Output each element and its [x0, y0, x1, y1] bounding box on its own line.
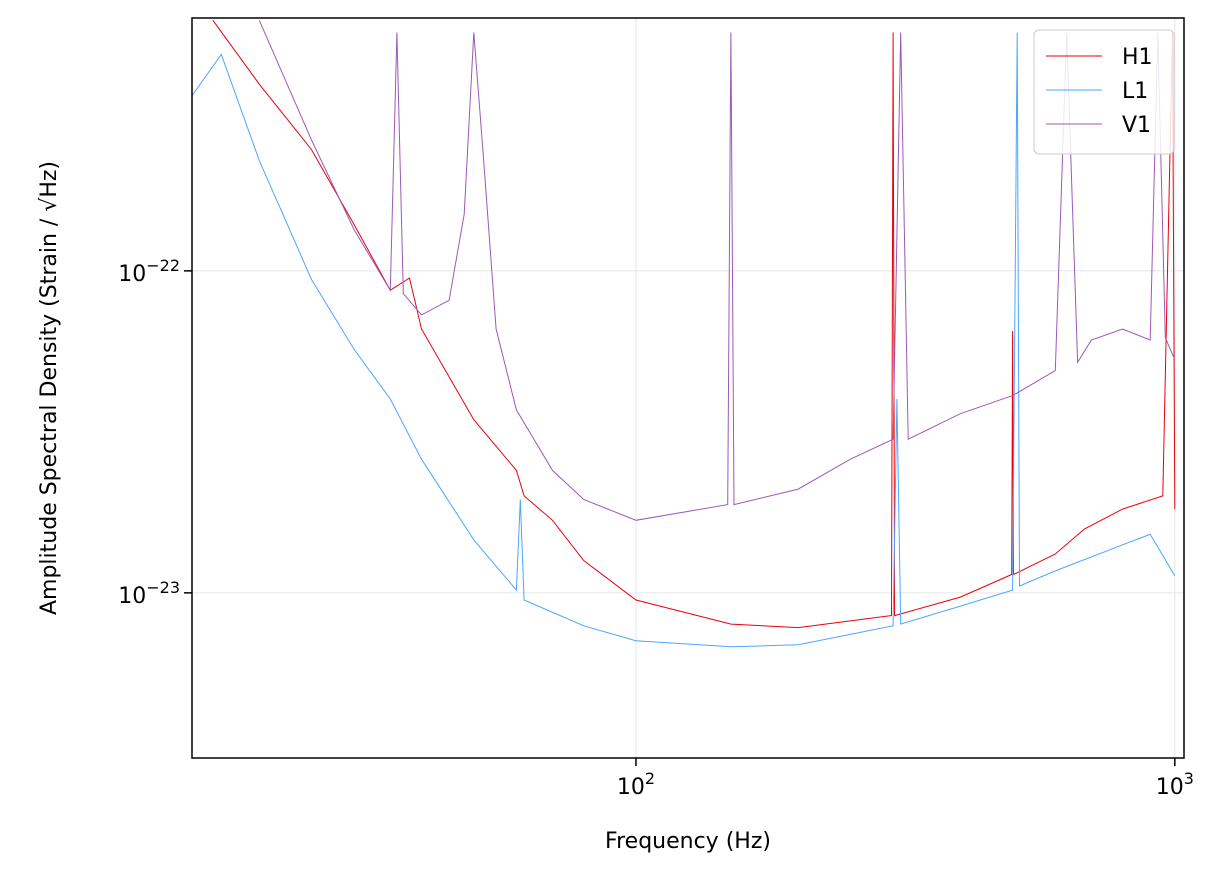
plot-lines [192, 20, 1176, 648]
series-line [212, 20, 1176, 629]
legend-box [1033, 29, 1175, 155]
x-tick-label: 10^2 [617, 769, 655, 800]
y-axis-label: Amplitude Spectral Density (Strain / √Hz… [37, 161, 62, 615]
series-line [192, 32, 1176, 648]
y-tick-label: 10^−23 [118, 578, 180, 609]
legend-label: H1 [1122, 45, 1153, 70]
x-axis-label: Frequency (Hz) [605, 829, 771, 854]
y-tick-label: 10^−22 [118, 256, 180, 287]
legend-label: L1 [1122, 79, 1148, 104]
series-line [258, 20, 1176, 521]
legend-label: V1 [1122, 113, 1151, 138]
x-tick-label: 10^3 [1156, 769, 1194, 800]
plot-frame [191, 17, 1185, 759]
